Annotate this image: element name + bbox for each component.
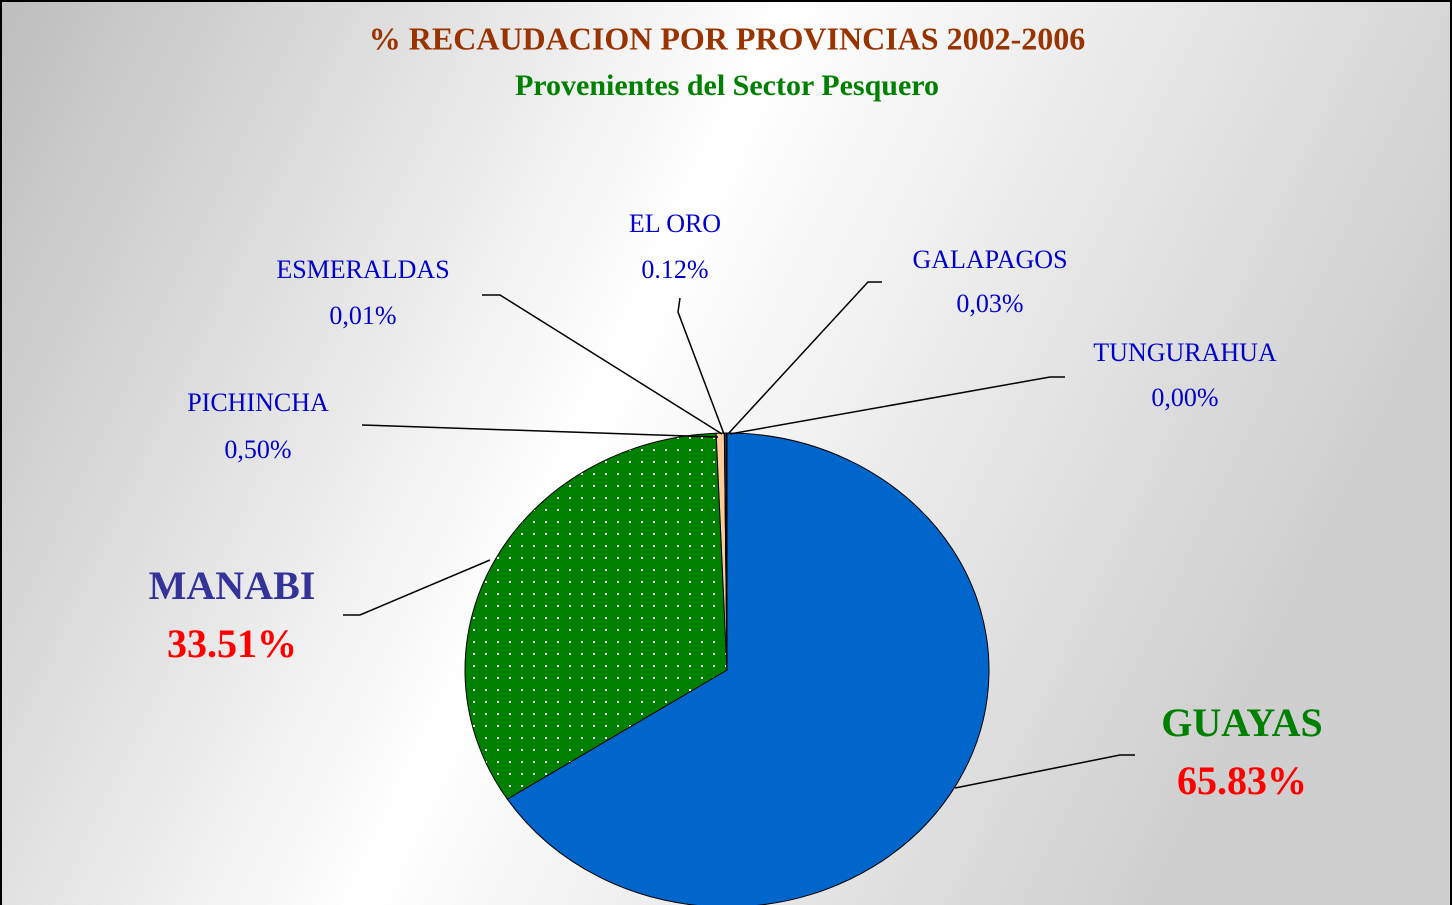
- leader-line: [343, 559, 491, 616]
- chart-subtitle: Provenientes del Sector Pesquero: [515, 69, 939, 102]
- value-label: 0,50%: [224, 435, 291, 464]
- slice-label: TUNGURAHUA: [1093, 338, 1277, 367]
- chart-title: % RECAUDACION POR PROVINCIAS 2002-2006: [369, 20, 1085, 56]
- slice-label: GALAPAGOS: [912, 245, 1067, 274]
- leader-line: [729, 376, 1065, 435]
- value-label: 65.83%: [1177, 758, 1307, 803]
- value-label: 33.51%: [167, 621, 297, 666]
- leader-line: [677, 297, 725, 435]
- slice-label: PICHINCHA: [187, 388, 329, 417]
- slice-label: EL ORO: [629, 209, 721, 238]
- leader-line: [482, 294, 723, 435]
- slice-label: GUAYAS: [1161, 700, 1323, 745]
- slice-label: MANABI: [149, 563, 316, 608]
- leader-line: [954, 754, 1135, 789]
- value-label: 0,03%: [956, 289, 1023, 318]
- leader-line: [727, 281, 882, 435]
- leader-line: [361, 424, 719, 438]
- value-label: 0.12%: [641, 255, 708, 284]
- value-label: 0,01%: [329, 301, 396, 330]
- pie-slice: [464, 432, 728, 800]
- pie-slice: [506, 432, 990, 905]
- value-label: 0,00%: [1151, 383, 1218, 412]
- slice-label: ESMERALDAS: [276, 255, 449, 284]
